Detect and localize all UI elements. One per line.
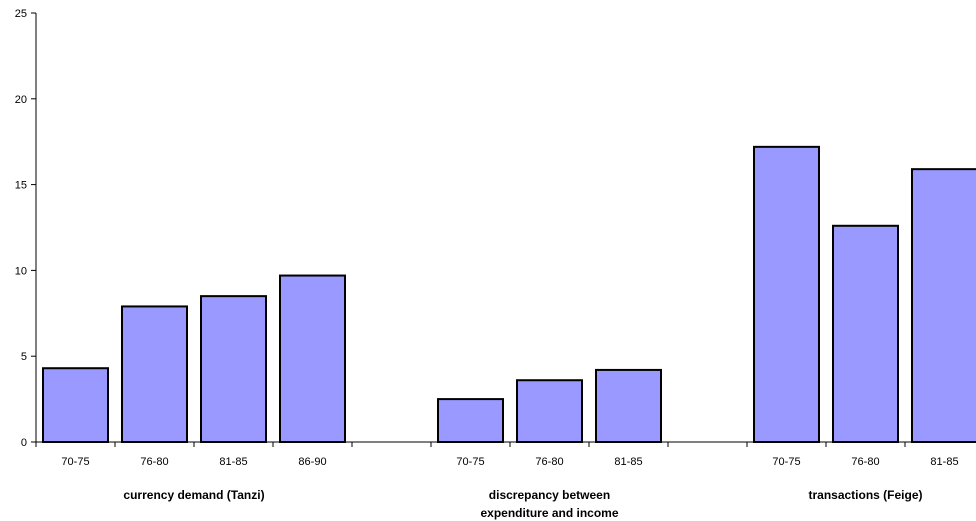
bar [832,224,899,443]
bar [911,168,976,443]
x-tick-label: 70-75 [61,456,89,468]
x-tick-labels: 70-75 76-80 81-85 86-90 70-75 76-80 81-85 70-75… [61,456,958,468]
y-tick-label: 0 [21,437,27,449]
x-tick-label: 76-80 [140,456,168,468]
x-tick-label: 81-85 [614,456,642,468]
bars [42,145,976,444]
y-tick-label: 20 [15,94,27,106]
x-tick-label: 81-85 [219,456,247,468]
bar [437,398,504,444]
bar [516,379,583,443]
group-label: currency demand (Tanzi) [123,488,264,502]
x-tick-label: 76-80 [535,456,563,468]
group-label: discrepancy between [489,488,610,502]
y-tick-label: 25 [15,8,27,20]
x-tick-label: 70-75 [456,456,484,468]
y-tick-label: 15 [15,180,27,192]
bar [121,305,188,443]
group-labels: currency demand (Tanzi) discrepancy betwe… [123,488,922,520]
y-tick-label: 5 [21,351,27,363]
bar [279,274,346,443]
group-label: expenditure and income [480,506,618,520]
bar [753,145,820,444]
x-tick-label: 76-80 [851,456,879,468]
x-tick-label: 86-90 [298,456,326,468]
x-tick-label: 81-85 [930,456,958,468]
bar [42,367,109,444]
x-tick-label: 70-75 [772,456,800,468]
y-tick-label: 10 [15,265,27,277]
y-axis: 0 5 10 15 20 25 [15,8,37,449]
bar [200,295,267,444]
group-label: transactions (Feige) [808,488,922,502]
bar [595,368,662,444]
